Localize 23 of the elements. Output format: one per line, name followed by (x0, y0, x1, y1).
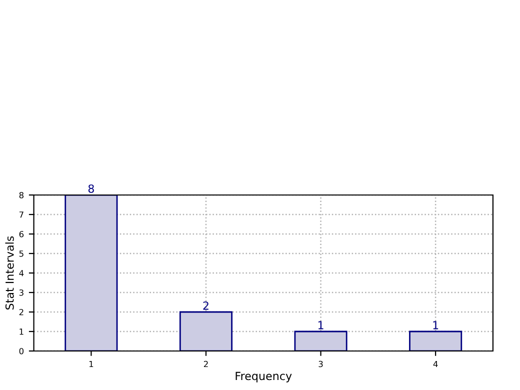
y-tick-label: 1 (20, 328, 24, 335)
y-tick-label: 3 (19, 289, 24, 296)
data-label: 8 (88, 184, 94, 193)
x-tick-label: 2 (204, 360, 208, 368)
y-tick-label: 7 (19, 212, 24, 218)
y-tick-label: 5 (19, 250, 24, 257)
bar (409, 330, 462, 351)
y-axis-title: Stat Intervals (5, 236, 14, 310)
y-tick-label: 6 (19, 230, 24, 238)
bar (64, 195, 118, 351)
x-tick-label: 3 (318, 360, 323, 368)
data-label: 1 (433, 321, 438, 330)
y-tick-label: 0 (19, 348, 24, 354)
data-label: 2 (203, 301, 208, 310)
y-tick-label: 8 (19, 192, 24, 198)
y-tick-label: 2 (19, 308, 24, 316)
bar (179, 311, 233, 351)
x-tick-label: 4 (433, 360, 438, 368)
bar (294, 330, 348, 351)
x-axis-title: Frequency (236, 372, 292, 382)
x-tick-label: 1 (89, 360, 94, 368)
y-tick-label: 4 (19, 270, 24, 276)
data-label: 1 (318, 321, 324, 330)
